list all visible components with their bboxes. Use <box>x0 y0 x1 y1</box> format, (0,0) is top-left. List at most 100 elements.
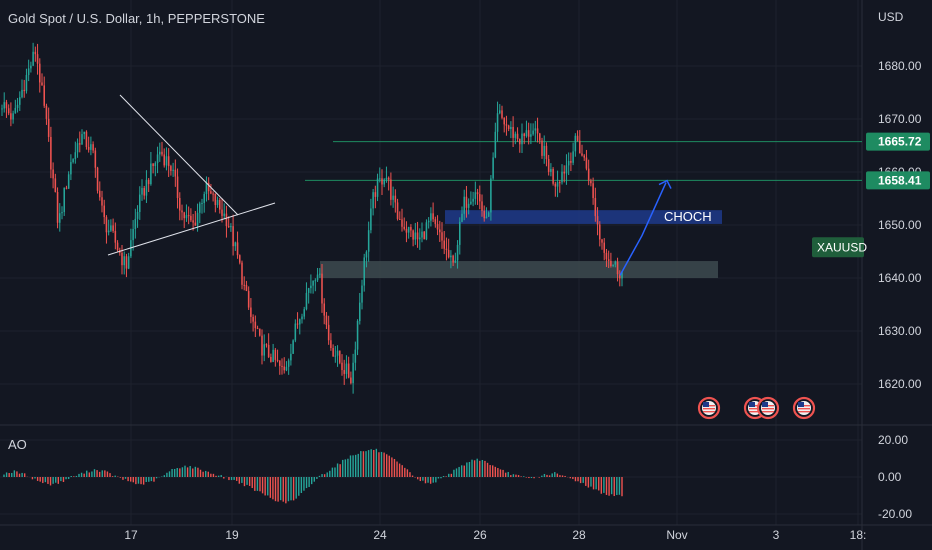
candle-body[interactable] <box>263 344 265 356</box>
candle-body[interactable] <box>7 108 10 114</box>
candle-body[interactable] <box>32 51 34 66</box>
candle-body[interactable] <box>416 232 419 240</box>
candle-body[interactable] <box>5 102 8 109</box>
candle-body[interactable] <box>61 212 63 214</box>
candle-body[interactable] <box>25 74 28 92</box>
candle-body[interactable] <box>56 192 59 223</box>
candle-body[interactable] <box>112 225 114 231</box>
candle-body[interactable] <box>421 231 423 238</box>
candle-body[interactable] <box>547 159 550 172</box>
candle-body[interactable] <box>192 220 194 223</box>
candle-body[interactable] <box>12 113 14 120</box>
candle-body[interactable] <box>452 255 454 263</box>
candle-body[interactable] <box>507 125 510 129</box>
candle-body[interactable] <box>174 169 177 177</box>
candle-body[interactable] <box>107 230 110 233</box>
candle-body[interactable] <box>510 126 512 129</box>
candle-body[interactable] <box>605 252 608 260</box>
candle-body[interactable] <box>70 162 72 175</box>
candle-body[interactable] <box>412 230 414 240</box>
candle-body[interactable] <box>399 218 401 220</box>
candle-body[interactable] <box>494 131 497 158</box>
candle-body[interactable] <box>21 89 23 98</box>
candle-body[interactable] <box>552 168 554 184</box>
candle-body[interactable] <box>167 156 170 167</box>
candle-body[interactable] <box>512 126 514 138</box>
candle-body[interactable] <box>87 146 90 150</box>
candle-body[interactable] <box>256 328 259 330</box>
candle-body[interactable] <box>616 261 619 275</box>
candle-body[interactable] <box>436 224 439 230</box>
candle-body[interactable] <box>485 216 488 219</box>
candle-body[interactable] <box>490 178 492 213</box>
candle-body[interactable] <box>212 193 214 195</box>
candle-body[interactable] <box>96 167 99 191</box>
candle-body[interactable] <box>601 239 603 243</box>
candle-body[interactable] <box>321 273 323 304</box>
candle-body[interactable] <box>401 219 403 227</box>
candle-body[interactable] <box>312 280 314 286</box>
candle-body[interactable] <box>65 187 68 189</box>
candle-body[interactable] <box>476 192 479 195</box>
candle-body[interactable] <box>505 124 508 126</box>
candle-body[interactable] <box>274 349 277 360</box>
candle-body[interactable] <box>281 365 283 367</box>
candle-body[interactable] <box>225 213 228 227</box>
candle-body[interactable] <box>179 197 181 211</box>
candle-body[interactable] <box>559 182 561 184</box>
demand-zone[interactable] <box>320 261 718 278</box>
candle-body[interactable] <box>223 213 225 216</box>
candle-body[interactable] <box>392 195 394 200</box>
price-label-badge[interactable] <box>866 171 930 190</box>
candle-body[interactable] <box>234 242 237 247</box>
candle-body[interactable] <box>525 130 528 137</box>
candle-body[interactable] <box>163 154 165 166</box>
candle-body[interactable] <box>530 134 532 137</box>
candle-body[interactable] <box>410 227 412 231</box>
candle-body[interactable] <box>181 210 183 213</box>
candle-body[interactable] <box>134 218 137 230</box>
candle-body[interactable] <box>45 105 48 119</box>
candle-body[interactable] <box>576 135 579 141</box>
trend-line-ascending[interactable] <box>107 202 276 256</box>
candle-body[interactable] <box>150 163 152 185</box>
ticker-badge[interactable] <box>812 237 864 258</box>
candle-body[interactable] <box>27 68 30 75</box>
candle-body[interactable] <box>123 256 125 266</box>
candle-body[interactable] <box>445 248 448 250</box>
candle-body[interactable] <box>152 163 154 167</box>
candle-body[interactable] <box>534 128 537 131</box>
candle-body[interactable] <box>607 259 610 261</box>
candle-body[interactable] <box>287 360 290 367</box>
candle-body[interactable] <box>210 191 212 194</box>
candle-body[interactable] <box>283 366 285 371</box>
candle-body[interactable] <box>190 215 192 221</box>
candle-body[interactable] <box>341 362 343 371</box>
candle-body[interactable] <box>419 237 421 240</box>
candle-body[interactable] <box>334 355 337 357</box>
candle-body[interactable] <box>201 203 203 205</box>
candle-body[interactable] <box>236 242 239 256</box>
candle-body[interactable] <box>332 348 334 357</box>
symbol-legend[interactable]: Gold Spot / U.S. Dollar, 1h, PEPPERSTONE <box>8 11 265 26</box>
candle-body[interactable] <box>539 133 541 141</box>
candle-body[interactable] <box>394 195 397 203</box>
candle-body[interactable] <box>330 340 332 349</box>
candle-body[interactable] <box>254 321 257 329</box>
candle-body[interactable] <box>581 153 583 156</box>
candle-body[interactable] <box>230 226 232 228</box>
candle-body[interactable] <box>276 359 279 361</box>
candle-body[interactable] <box>159 151 161 155</box>
candle-body[interactable] <box>470 201 472 204</box>
candle-body[interactable] <box>439 229 441 233</box>
candle-body[interactable] <box>156 154 159 164</box>
candle-body[interactable] <box>519 139 521 145</box>
candle-body[interactable] <box>545 145 548 160</box>
candle-body[interactable] <box>216 199 219 206</box>
candle-body[interactable] <box>527 130 530 137</box>
candle-body[interactable] <box>30 65 32 69</box>
candle-body[interactable] <box>516 133 519 140</box>
candle-body[interactable] <box>481 201 483 211</box>
candle-body[interactable] <box>585 157 588 169</box>
candle-body[interactable] <box>125 256 128 269</box>
